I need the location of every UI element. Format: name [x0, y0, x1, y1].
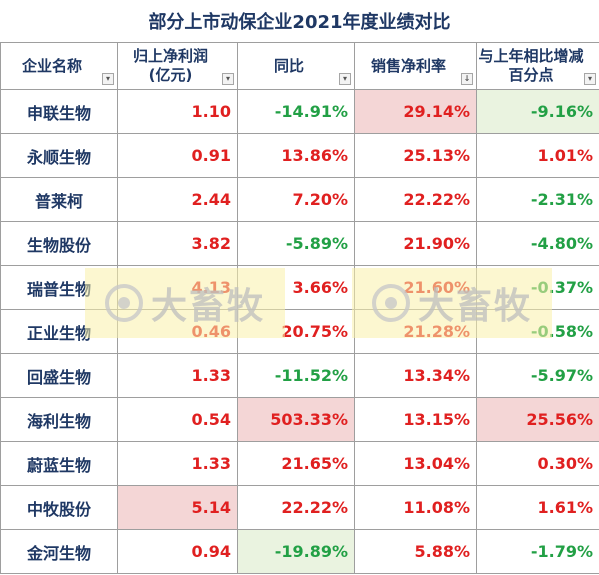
table-row: 海利生物 0.54 503.33% 13.15% 25.56%	[0, 397, 599, 442]
yoy-cell: -14.91%	[237, 89, 355, 134]
change-points-cell: -9.16%	[476, 89, 599, 134]
company-name-cell: 回盛生物	[0, 353, 118, 398]
table-row: 回盛生物 1.33 -11.52% 13.34% -5.97%	[0, 353, 599, 398]
yoy-cell: -19.89%	[237, 529, 355, 574]
yoy-cell: 22.22%	[237, 485, 355, 530]
net-profit-cell: 1.33	[117, 353, 238, 398]
yoy-cell: 21.65%	[237, 441, 355, 486]
company-name-cell: 金河生物	[0, 529, 118, 574]
net-margin-cell: 29.14%	[354, 89, 477, 134]
net-margin-cell: 11.08%	[354, 485, 477, 530]
yoy-cell: -5.89%	[237, 221, 355, 266]
yoy-cell: 13.86%	[237, 133, 355, 178]
net-profit-cell: 2.44	[117, 177, 238, 222]
company-name-cell: 海利生物	[0, 397, 118, 442]
net-margin-cell: 22.22%	[354, 177, 477, 222]
company-name-cell: 普莱柯	[0, 177, 118, 222]
header-net-profit: 归上净利润 (亿元) ▾	[117, 42, 238, 90]
header-row: 企业名称 ▾ 归上净利润 (亿元) ▾ 同比 ▾ 销售净利率 ↓ 与上年相比增减 百分点…	[0, 42, 599, 90]
company-name-cell: 中牧股份	[0, 485, 118, 530]
yoy-cell: 503.33%	[237, 397, 355, 442]
filter-dropdown-icon[interactable]: ▾	[222, 73, 234, 85]
filter-dropdown-icon[interactable]: ▾	[339, 73, 351, 85]
change-points-cell: -1.79%	[476, 529, 599, 574]
net-profit-cell: 0.91	[117, 133, 238, 178]
change-points-cell: -5.97%	[476, 353, 599, 398]
net-profit-cell: 5.14	[117, 485, 238, 530]
table-row: 生物股份 3.82 -5.89% 21.90% -4.80%	[0, 221, 599, 266]
net-margin-cell: 21.60%	[354, 265, 477, 310]
table-row: 正业生物 0.46 20.75% 21.28% -0.58%	[0, 309, 599, 354]
company-name-cell: 正业生物	[0, 309, 118, 354]
yoy-cell: 3.66%	[237, 265, 355, 310]
performance-table: 企业名称 ▾ 归上净利润 (亿元) ▾ 同比 ▾ 销售净利率 ↓ 与上年相比增减 百分点…	[0, 42, 599, 574]
table-row: 申联生物 1.10 -14.91% 29.14% -9.16%	[0, 89, 599, 134]
table-row: 蔚蓝生物 1.33 21.65% 13.04% 0.30%	[0, 441, 599, 486]
net-margin-cell: 21.90%	[354, 221, 477, 266]
net-profit-cell: 4.13	[117, 265, 238, 310]
table-row: 中牧股份 5.14 22.22% 11.08% 1.61%	[0, 485, 599, 530]
net-profit-cell: 3.82	[117, 221, 238, 266]
filter-dropdown-icon[interactable]: ▾	[102, 73, 114, 85]
yoy-cell: -11.52%	[237, 353, 355, 398]
net-profit-cell: 0.54	[117, 397, 238, 442]
change-points-cell: 1.01%	[476, 133, 599, 178]
change-points-cell: 0.30%	[476, 441, 599, 486]
company-name-cell: 瑞普生物	[0, 265, 118, 310]
net-profit-cell: 1.10	[117, 89, 238, 134]
sort-descending-icon[interactable]: ↓	[461, 73, 473, 85]
net-margin-cell: 21.28%	[354, 309, 477, 354]
company-name-cell: 蔚蓝生物	[0, 441, 118, 486]
net-profit-cell: 1.33	[117, 441, 238, 486]
net-profit-cell: 0.46	[117, 309, 238, 354]
yoy-cell: 7.20%	[237, 177, 355, 222]
header-company: 企业名称 ▾	[0, 42, 118, 90]
net-profit-cell: 0.94	[117, 529, 238, 574]
change-points-cell: -4.80%	[476, 221, 599, 266]
header-change-points: 与上年相比增减 百分点 ▾	[476, 42, 599, 90]
net-margin-cell: 25.13%	[354, 133, 477, 178]
table-row: 永顺生物 0.91 13.86% 25.13% 1.01%	[0, 133, 599, 178]
net-margin-cell: 13.04%	[354, 441, 477, 486]
table-row: 普莱柯 2.44 7.20% 22.22% -2.31%	[0, 177, 599, 222]
net-margin-cell: 13.15%	[354, 397, 477, 442]
net-margin-cell: 5.88%	[354, 529, 477, 574]
change-points-cell: -0.58%	[476, 309, 599, 354]
filter-dropdown-icon[interactable]: ▾	[584, 73, 596, 85]
net-margin-cell: 13.34%	[354, 353, 477, 398]
header-net-margin: 销售净利率 ↓	[354, 42, 477, 90]
company-name-cell: 申联生物	[0, 89, 118, 134]
change-points-cell: 25.56%	[476, 397, 599, 442]
change-points-cell: 1.61%	[476, 485, 599, 530]
table-row: 瑞普生物 4.13 3.66% 21.60% -0.37%	[0, 265, 599, 310]
change-points-cell: -2.31%	[476, 177, 599, 222]
table-row: 金河生物 0.94 -19.89% 5.88% -1.79%	[0, 529, 599, 574]
header-yoy: 同比 ▾	[237, 42, 355, 90]
yoy-cell: 20.75%	[237, 309, 355, 354]
table-title: 部分上市动保企业2021年度业绩对比	[0, 0, 599, 43]
company-name-cell: 永顺生物	[0, 133, 118, 178]
company-name-cell: 生物股份	[0, 221, 118, 266]
change-points-cell: -0.37%	[476, 265, 599, 310]
